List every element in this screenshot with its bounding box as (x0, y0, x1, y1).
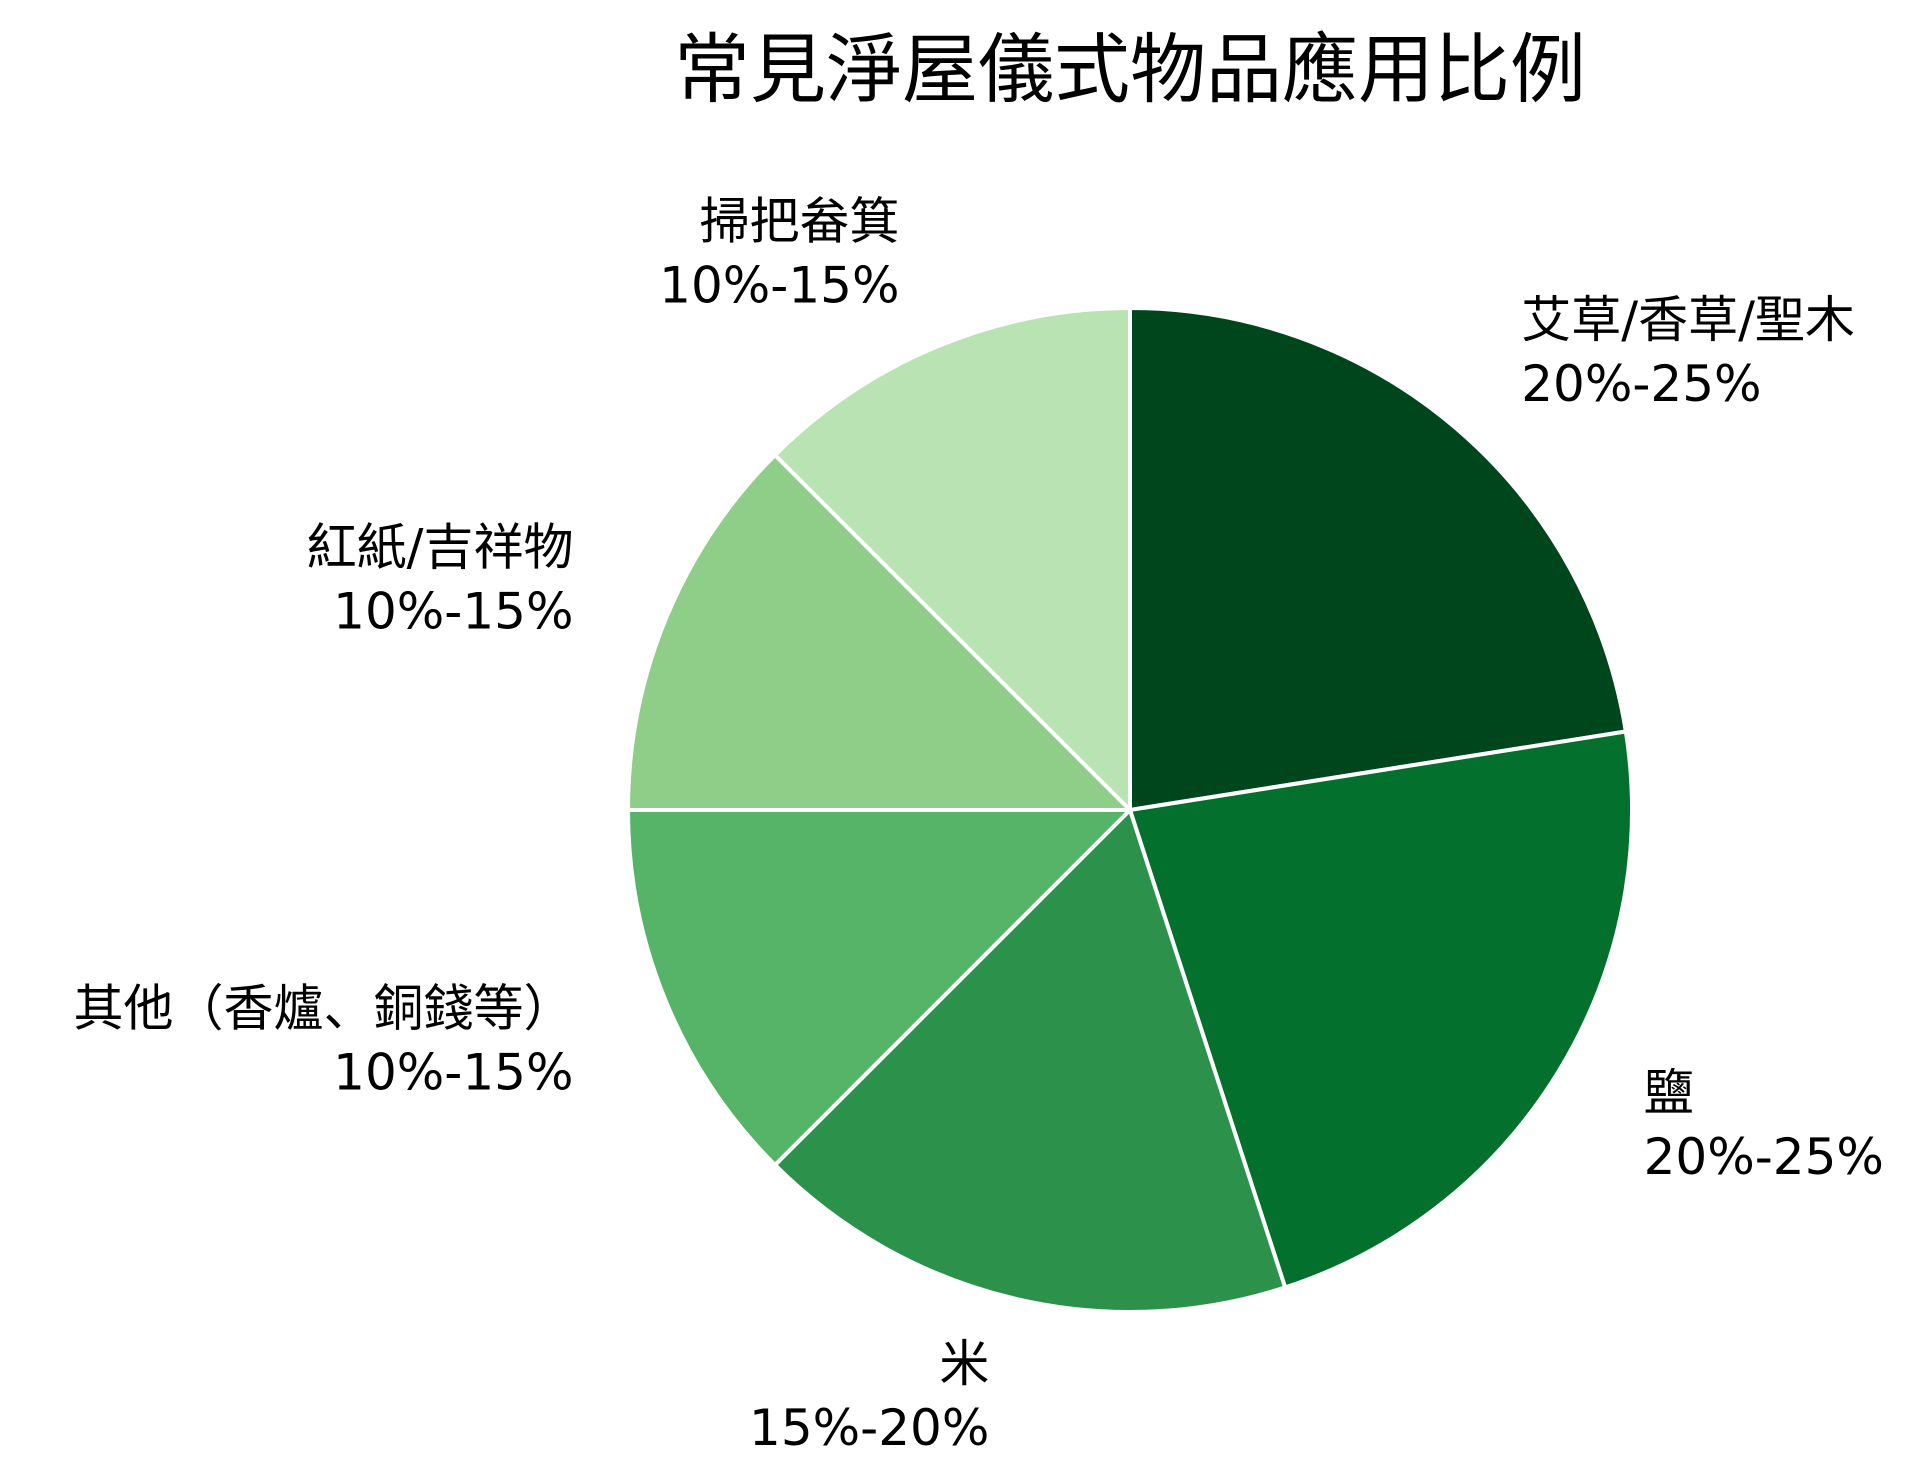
slice-value-label: 10%-15% (333, 582, 573, 640)
pie-slices (626, 306, 1634, 1314)
pie-slice (626, 808, 1132, 1167)
slice-value-label: 20%-25% (1521, 355, 1761, 413)
pie-slice (773, 808, 1288, 1314)
slice-value-label: 10%-15% (659, 256, 899, 314)
slice-label: 掃把畚箕 (699, 192, 899, 250)
pie-labels: 艾草/香草/聖木 20%-25% 鹽 20%-25% 米 15%-20% 其他（香爐、銅錢等… (73, 192, 1883, 1456)
slice-label: 米 (939, 1335, 989, 1393)
chart-title: 常見淨屋儀式物品應用比例 (674, 25, 1586, 114)
slice-label: 鹽 (1644, 1064, 1694, 1122)
slice-label: 艾草/香草/聖木 (1521, 291, 1855, 349)
pie-slice (773, 306, 1132, 812)
slice-value-label: 15%-20% (749, 1399, 989, 1457)
pie-slice (1128, 306, 1628, 812)
pie-slice (626, 453, 1132, 812)
slice-value-label: 20%-25% (1644, 1128, 1884, 1186)
slice-label: 其他（香爐、銅錢等） (73, 980, 573, 1038)
pie-slice (1128, 729, 1634, 1290)
slice-label: 紅紙/吉祥物 (307, 518, 574, 576)
slice-value-label: 10%-15% (333, 1044, 573, 1102)
